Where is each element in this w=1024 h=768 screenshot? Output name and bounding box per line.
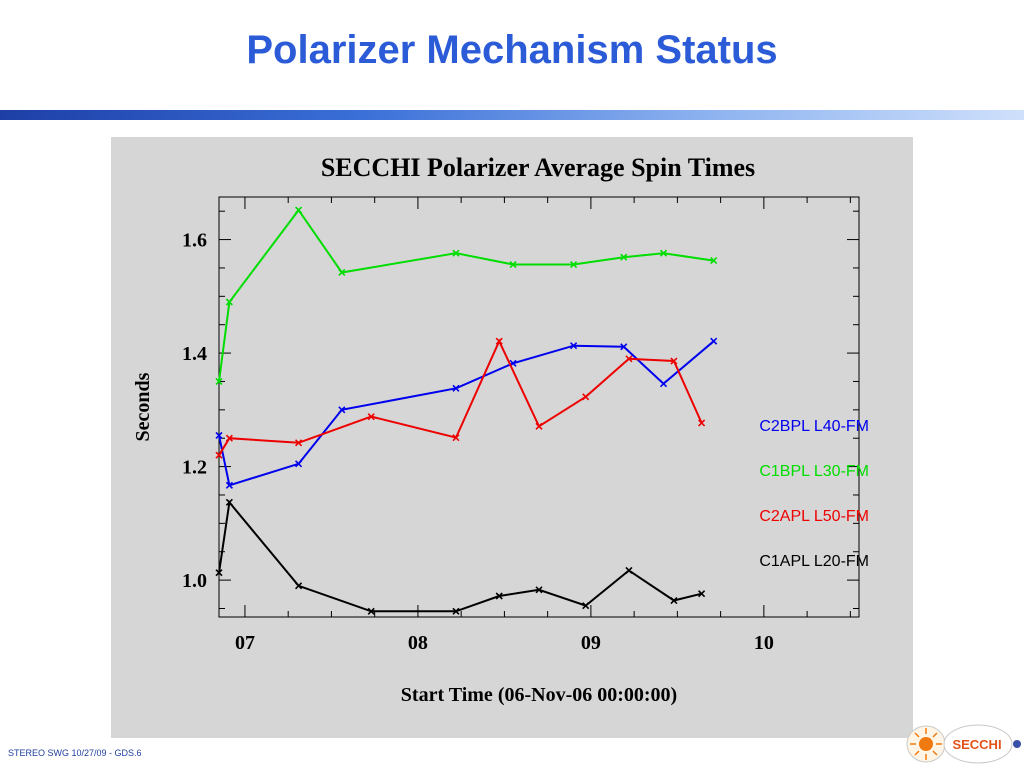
data-point (338, 406, 346, 414)
data-point (535, 586, 543, 594)
data-point (710, 337, 718, 345)
data-point (582, 393, 590, 401)
data-point (215, 569, 223, 577)
legend-entry: C1BPL L30-FM (759, 463, 869, 480)
chart-title: SECCHI Polarizer Average Spin Times (321, 153, 755, 182)
data-point (367, 413, 375, 421)
data-point (338, 268, 346, 277)
data-point (295, 582, 303, 590)
series-c1apl-l20-fm (215, 498, 706, 615)
data-point (570, 260, 578, 269)
data-point (535, 422, 543, 430)
legend: C2BPL L40-FM C1BPL L30-FM C2APL L50-FM C1AP… (759, 418, 869, 570)
data-point (225, 481, 233, 489)
x-tick-label: 08 (408, 632, 428, 654)
data-point (620, 343, 628, 351)
data-point (215, 431, 223, 439)
agency-emblem-icon (1013, 740, 1021, 748)
data-point (215, 377, 223, 386)
y-tick-label: 1.2 (182, 457, 207, 479)
data-point (367, 607, 375, 615)
data-point (295, 460, 303, 468)
data-point (452, 249, 460, 257)
data-point (698, 590, 706, 598)
x-tick-label: 09 (581, 632, 601, 654)
y-tick-label: 1.0 (182, 570, 207, 592)
axis-ticks: 1.0 1.2 1.4 1.6 07 08 09 10 (182, 197, 859, 654)
data-point (670, 357, 678, 365)
chart-panel: SECCHI Polarizer Average Spin Times 1.0 1… (111, 137, 913, 738)
data-point (495, 337, 503, 345)
data-point (582, 602, 590, 610)
plot-frame (218, 196, 860, 618)
y-tick-label: 1.4 (182, 343, 207, 365)
data-point (215, 451, 223, 459)
slide-title: Polarizer Mechanism Status (246, 28, 778, 72)
x-tick-label: 07 (235, 632, 255, 654)
legend-entry: C2APL L50-FM (759, 508, 869, 525)
y-axis-label: Seconds (132, 372, 154, 441)
data-point (295, 206, 303, 214)
data-point (625, 355, 633, 363)
series-layer (215, 206, 718, 615)
title-divider (0, 110, 1024, 120)
data-point (225, 434, 233, 442)
data-point (452, 607, 460, 615)
data-point (659, 249, 668, 257)
data-point (225, 498, 233, 506)
data-point (495, 592, 503, 600)
data-point (570, 342, 578, 350)
spin-times-chart: SECCHI Polarizer Average Spin Times 1.01… (132, 153, 869, 706)
sun-icon (919, 737, 933, 751)
footer-text: STEREO SWG 10/27/09 - GDS.6 (8, 748, 142, 758)
data-point (625, 566, 633, 575)
series-c2apl-l50-fm (215, 337, 706, 459)
x-axis-label: Start Time (06-Nov-06 00:00:00) (401, 684, 677, 706)
series-line (218, 208, 714, 382)
data-point (452, 434, 460, 442)
data-point (698, 419, 706, 427)
data-point (295, 439, 303, 447)
data-point (452, 384, 460, 392)
x-tick-label: 10 (754, 632, 774, 654)
legend-entry: C2BPL L40-FM (759, 418, 869, 435)
legend-entry: C1APL L20-FM (759, 553, 869, 570)
series-line (218, 500, 702, 613)
y-tick-label: 1.6 (182, 230, 207, 252)
series-c1bpl-l30-fm (215, 206, 718, 386)
data-point (670, 596, 678, 605)
data-point (225, 298, 233, 306)
secchi-logo: SECCHI (906, 724, 1021, 764)
data-point (509, 260, 517, 269)
data-point (710, 257, 718, 265)
data-point (620, 253, 628, 261)
data-point (659, 380, 668, 388)
logo-text: SECCHI (952, 737, 1001, 752)
